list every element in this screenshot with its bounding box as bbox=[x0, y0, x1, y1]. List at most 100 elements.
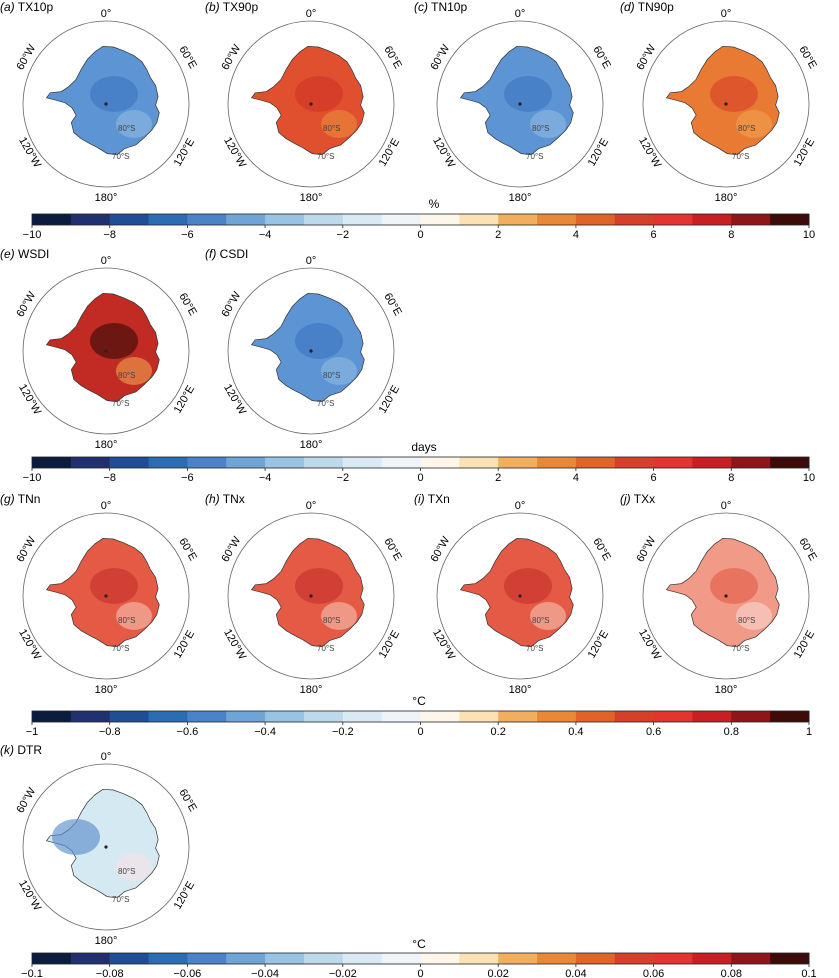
value-patch-strong bbox=[710, 76, 758, 112]
panel-label: (i) TXn bbox=[414, 492, 450, 506]
colorbar-segment bbox=[109, 214, 149, 225]
value-patch-strong bbox=[90, 323, 138, 359]
colorbar-tick-label: −0.8 bbox=[99, 726, 121, 738]
colorbar-tick-label: 2 bbox=[495, 472, 501, 484]
colorbar-tick-label: −0.04 bbox=[251, 968, 279, 978]
colorbar-segment bbox=[653, 457, 693, 468]
colorbar-tick-label: −2 bbox=[337, 229, 350, 241]
lon-label-0: 0° bbox=[721, 500, 732, 512]
value-patch-weak bbox=[530, 602, 566, 630]
colorbar-segment bbox=[537, 214, 577, 225]
colorbar-tick-label: 0.4 bbox=[568, 726, 583, 738]
value-patch-weak bbox=[736, 602, 772, 630]
colorbar-segment bbox=[303, 711, 344, 722]
map-panel-b: (b) TX90p 80°S 70°S 0° 180° 60°W 60°E 120°W 120… bbox=[205, 0, 405, 210]
colorbar-tick-label: 6 bbox=[651, 229, 657, 241]
colorbar-unit: °C bbox=[412, 694, 426, 708]
colorbar-segment bbox=[265, 711, 305, 722]
colorbar-segment bbox=[614, 711, 654, 722]
colorbar-tick-label: 0.8 bbox=[724, 726, 739, 738]
colorbar-segment bbox=[537, 953, 577, 964]
lon-label-0: 0° bbox=[721, 8, 732, 20]
south-pole-marker bbox=[104, 349, 108, 353]
colorbar-segment bbox=[226, 457, 266, 468]
colorbar-segment bbox=[32, 953, 72, 964]
colorbar-tick-label: 4 bbox=[573, 229, 579, 241]
colorbar: −1 −0.8 −0.6 −0.4 −0.2 0 0.2 0.4 0.6 0.8 1 bbox=[26, 710, 812, 738]
lon-label-0: 0° bbox=[515, 500, 526, 512]
colorbar-segment bbox=[303, 953, 344, 964]
colorbar-segment bbox=[420, 214, 460, 225]
colorbar-tick-label: −2 bbox=[337, 472, 350, 484]
map-panel-k: (k) DTR 80°S 70°S 0° 180° 60°W 60°E 120°W 120°E bbox=[0, 743, 200, 953]
colorbar-segment bbox=[537, 711, 577, 722]
lat-label-80s: 80°S bbox=[118, 616, 135, 625]
colorbar-tick-label: 0.08 bbox=[721, 968, 742, 978]
colorbar: −10 −8 −6 −4 −2 0 2 4 6 8 10 bbox=[23, 456, 815, 484]
colorbar-segment bbox=[537, 457, 577, 468]
colorbar-segment bbox=[265, 457, 305, 468]
colorbar-tick-label: 0.6 bbox=[646, 726, 661, 738]
colorbar-segment bbox=[109, 953, 149, 964]
colorbar-segment bbox=[70, 214, 111, 225]
south-pole-marker bbox=[518, 594, 522, 598]
value-patch-weak bbox=[116, 602, 152, 630]
colorbar-segment bbox=[692, 214, 732, 225]
colorbar-segment bbox=[575, 457, 616, 468]
value-patch-weak bbox=[321, 110, 357, 138]
colorbar-tick-label: −0.08 bbox=[96, 968, 124, 978]
lon-label-0: 0° bbox=[515, 8, 526, 20]
colorbar-tick-label: 0 bbox=[417, 726, 423, 738]
colorbar-segment bbox=[731, 214, 771, 225]
map-panel-g: (g) TNn 80°S 70°S 0° 180° 60°W 60°E 120°W 120°E bbox=[0, 492, 200, 702]
colorbar-segment bbox=[770, 953, 810, 964]
lat-label-80s: 80°S bbox=[323, 616, 340, 625]
lat-label-70s: 70°S bbox=[732, 644, 749, 653]
lat-label-70s: 70°S bbox=[112, 644, 129, 653]
lon-label-0: 0° bbox=[101, 751, 112, 763]
lat-label-80s: 80°S bbox=[118, 867, 135, 876]
lon-label-0: 0° bbox=[306, 255, 317, 267]
colorbar-tick-label: 0.04 bbox=[565, 968, 586, 978]
lat-label-70s: 70°S bbox=[317, 399, 334, 408]
colorbar-tick-label: 6 bbox=[651, 472, 657, 484]
south-pole-marker bbox=[724, 594, 728, 598]
lat-label-80s: 80°S bbox=[738, 616, 755, 625]
colorbar-segment bbox=[575, 711, 616, 722]
colorbar-tick-label: 0.1 bbox=[801, 968, 816, 978]
panel-label: (j) TXx bbox=[620, 492, 656, 506]
value-patch-weak bbox=[116, 110, 152, 138]
lon-label-180: 180° bbox=[715, 684, 738, 696]
colorbar-segment bbox=[731, 711, 771, 722]
value-patch-weak bbox=[736, 110, 772, 138]
lon-label-180: 180° bbox=[300, 439, 323, 451]
lat-label-80s: 80°S bbox=[323, 124, 340, 133]
lat-label-70s: 70°S bbox=[317, 644, 334, 653]
lon-label-180: 180° bbox=[509, 684, 532, 696]
colorbar-segment bbox=[226, 953, 266, 964]
lat-label-70s: 70°S bbox=[112, 152, 129, 161]
south-pole-marker bbox=[104, 594, 108, 598]
lat-label-70s: 70°S bbox=[526, 644, 543, 653]
colorbar-tick-label: 0 bbox=[417, 472, 423, 484]
colorbar-tick-label: −0.4 bbox=[254, 726, 276, 738]
colorbar-segment bbox=[342, 457, 383, 468]
colorbar-tick-label: −10 bbox=[23, 229, 42, 241]
colorbar-segment bbox=[653, 214, 693, 225]
colorbar-segment bbox=[70, 457, 111, 468]
colorbar-segment bbox=[498, 457, 538, 468]
map-panel-f: (f) CSDI 80°S 70°S 0° 180° 60°W 60°E 120°W 120°… bbox=[205, 247, 405, 457]
map-panel-d: (d) TN90p 80°S 70°S 0° 180° 60°W 60°E 120°W 120… bbox=[620, 0, 820, 210]
lat-label-80s: 80°S bbox=[118, 124, 135, 133]
colorbar-segment bbox=[32, 214, 72, 225]
colorbar-segment bbox=[420, 711, 460, 722]
colorbar-tick-label: 8 bbox=[728, 229, 734, 241]
map-panel-j: (j) TXx 80°S 70°S 0° 180° 60°W 60°E 120°W 120°E bbox=[620, 492, 820, 702]
colorbar-segment bbox=[148, 953, 188, 964]
